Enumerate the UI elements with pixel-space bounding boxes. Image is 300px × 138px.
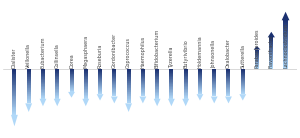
Polygon shape [97,94,104,100]
Text: Lachnoclostridium: Lachnoclostridium [283,23,288,68]
Text: Collinsella: Collinsella [55,43,60,68]
Text: Megasphaera: Megasphaera [83,35,88,68]
Text: Dorea: Dorea [69,53,74,68]
Text: Haemophilus: Haemophilus [140,36,146,68]
Text: Sutterella: Sutterella [240,44,245,68]
Polygon shape [54,99,61,106]
Text: Butyrivibrio: Butyrivibrio [183,39,188,68]
Polygon shape [125,103,132,112]
Polygon shape [182,99,189,106]
Polygon shape [168,99,175,106]
Text: Dialister: Dialister [12,48,17,68]
Text: Parabacteroides: Parabacteroides [254,29,260,68]
Polygon shape [68,92,75,98]
Text: Flavonifractor: Flavonifractor [269,34,274,68]
Polygon shape [111,96,118,103]
Text: Eubacterium: Eubacterium [40,37,46,68]
Polygon shape [254,46,260,50]
Text: Coprococcus: Coprococcus [126,37,131,68]
Text: Oxalobacter: Oxalobacter [226,38,231,68]
Polygon shape [154,99,160,106]
Polygon shape [225,96,232,103]
Polygon shape [196,94,203,100]
Polygon shape [140,96,146,103]
Polygon shape [282,12,290,20]
Text: Johnsonella: Johnsonella [212,40,217,68]
Text: Gordonibacter: Gordonibacter [112,33,117,68]
Polygon shape [40,99,46,106]
Polygon shape [239,94,246,100]
Polygon shape [211,96,217,103]
Text: Holdemannia: Holdemannia [197,35,202,68]
Text: Roseburia: Roseburia [98,44,103,68]
Text: Bifidobacterium: Bifidobacterium [154,29,160,68]
Text: Tyzerella: Tyzerella [169,47,174,68]
Polygon shape [268,32,275,37]
Polygon shape [11,115,18,126]
Polygon shape [25,103,32,112]
Text: Veillonella: Veillonella [26,43,31,68]
Polygon shape [82,99,89,106]
